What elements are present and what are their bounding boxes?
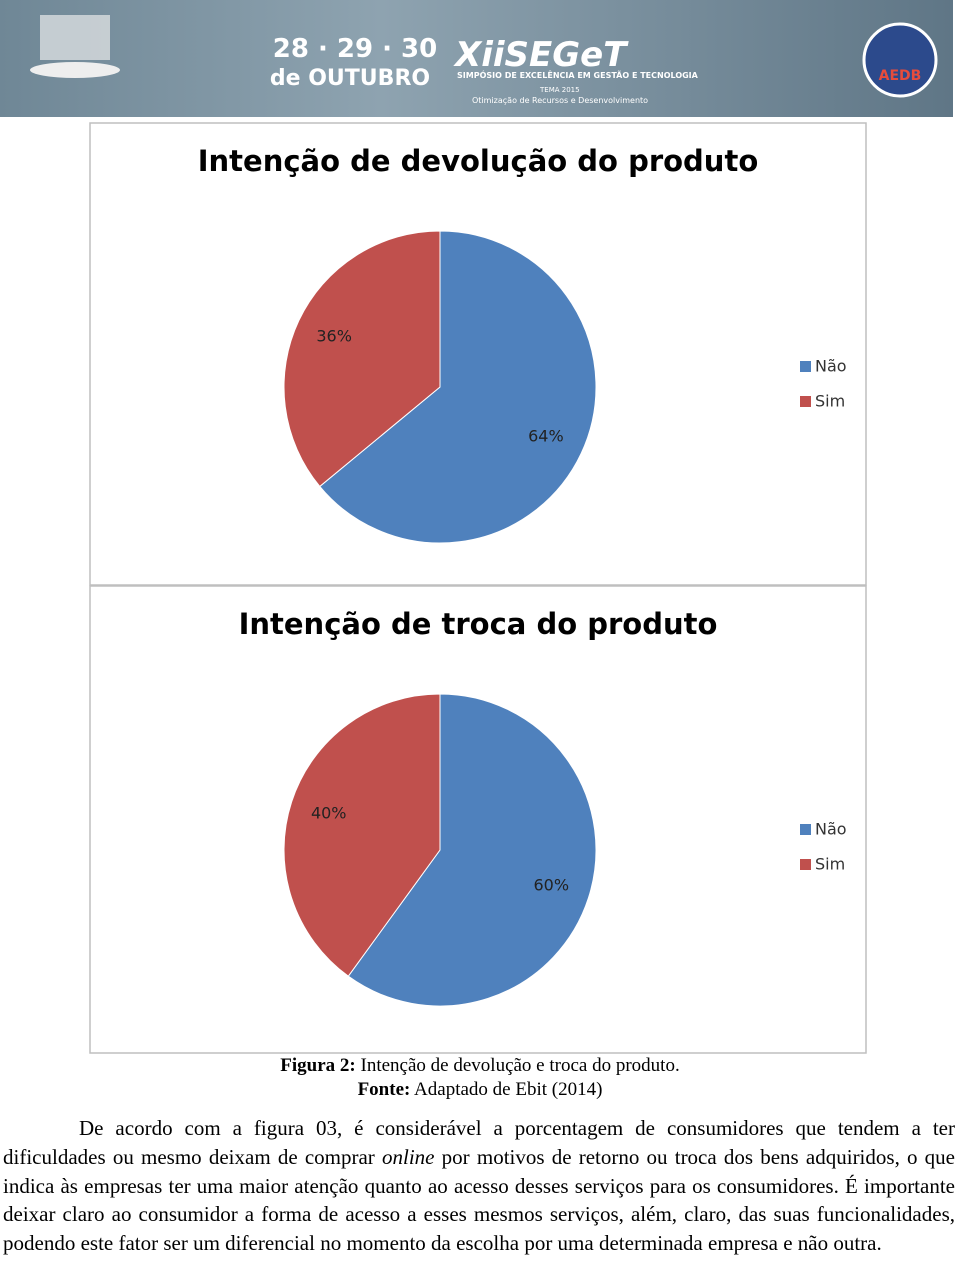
legend-swatch — [800, 361, 811, 372]
text: De acordo com a figura 03, é consideráve… — [3, 1116, 955, 1169]
caption: Figura 2: Intenção de devolução e troca … — [0, 1055, 960, 1077]
header-theme-label: TEMA 2015 — [539, 86, 580, 94]
legend-swatch — [800, 396, 811, 407]
caption-source: Fonte: Adaptado de Ebit (2014) — [0, 1079, 960, 1101]
header-banner — [0, 0, 953, 117]
header-event-subtitle: SIMPÓSIO DE EXCELÊNCIA EM GESTÃO E TECNO… — [457, 69, 699, 80]
data-label: 60% — [533, 876, 569, 895]
figure: 28 · 29 · 30 de OUTUBRO XiiSEGeT SIMPÓSI… — [0, 0, 953, 1054]
pie-slice — [283, 230, 441, 488]
source-text: Adaptado de Ebit (2014) — [410, 1079, 603, 1100]
legend-swatch — [800, 824, 811, 835]
header-dates: 28 · 29 · 30 — [273, 34, 438, 64]
paragraph: De acordo com a figura 03, é consideráve… — [3, 1114, 955, 1258]
pie-slice — [347, 693, 597, 1007]
legend-label: Sim — [815, 392, 845, 411]
legend-label: Não — [815, 820, 847, 839]
chart-title: Intenção de troca do produto — [239, 607, 718, 641]
chart-title: Intenção de devolução do produto — [198, 144, 759, 178]
header-month: de OUTUBRO — [270, 66, 430, 91]
caption-label: Figura 2: — [280, 1055, 356, 1076]
header-theme: Otimização de Recursos e Desenvolvimento — [472, 96, 648, 105]
legend-label: Sim — [815, 855, 845, 874]
tray — [30, 62, 120, 78]
source-label: Fonte: — [357, 1079, 411, 1100]
pie-slice — [319, 230, 597, 544]
pie-slice — [283, 693, 441, 977]
header-event: XiiSEGeT — [453, 35, 629, 75]
data-label: 64% — [528, 426, 564, 445]
logo — [862, 22, 938, 98]
city-image — [40, 15, 110, 60]
legend-swatch — [800, 859, 811, 870]
data-label: 36% — [316, 327, 352, 346]
text: por motivos de retorno ou troca dos bens… — [3, 1144, 956, 1256]
logo-text: AEDB — [879, 68, 922, 84]
data-label: 40% — [311, 803, 347, 822]
caption-text: Intenção de devolução e troca do produto… — [355, 1055, 680, 1076]
legend-label: Não — [815, 357, 847, 376]
italic-text: online — [382, 1144, 435, 1169]
